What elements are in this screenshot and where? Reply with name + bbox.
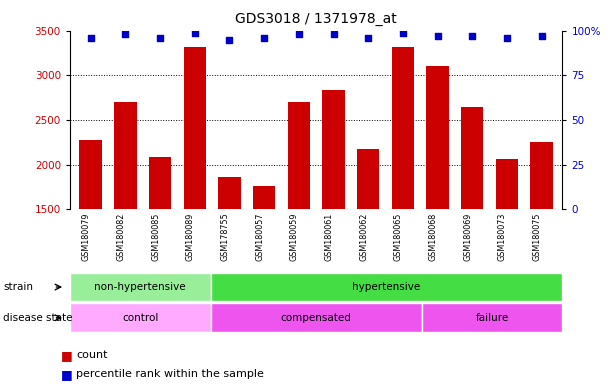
Bar (114, 102, 137, 209)
Bar (530, 142, 553, 209)
Text: percentile rank within the sample: percentile rank within the sample (76, 369, 264, 379)
Text: GSM180069: GSM180069 (463, 212, 472, 261)
Bar (149, 157, 171, 209)
Text: failure: failure (475, 313, 509, 323)
Bar (426, 66, 449, 209)
Bar (392, 47, 414, 209)
Point (86, 35, 95, 41)
Bar (322, 89, 345, 209)
Point (294, 31, 303, 37)
Bar (218, 177, 241, 209)
Bar (210, 273, 562, 301)
Bar (461, 107, 483, 209)
Point (190, 30, 199, 36)
Text: ■: ■ (61, 349, 72, 362)
Text: GSM178755: GSM178755 (221, 212, 229, 261)
Bar (184, 47, 206, 209)
Text: GSM180059: GSM180059 (290, 212, 299, 261)
Bar (80, 140, 102, 209)
Text: strain: strain (3, 282, 33, 292)
Text: GSM180065: GSM180065 (394, 212, 403, 261)
Text: GSM180073: GSM180073 (498, 212, 507, 261)
Point (155, 35, 165, 41)
Text: control: control (122, 313, 159, 323)
Bar (253, 186, 275, 209)
Text: GSM180075: GSM180075 (533, 212, 542, 261)
Bar (210, 303, 422, 332)
Text: compensated: compensated (281, 313, 351, 323)
Text: GSM180079: GSM180079 (81, 212, 91, 261)
Point (537, 33, 547, 39)
Text: GSM180062: GSM180062 (359, 212, 368, 261)
Point (433, 33, 443, 39)
Bar (288, 102, 310, 209)
Text: hypertensive: hypertensive (353, 282, 421, 292)
Text: GSM180082: GSM180082 (116, 212, 125, 261)
Bar (70, 303, 210, 332)
Text: GSM180068: GSM180068 (429, 212, 438, 261)
Point (398, 30, 408, 36)
Text: ■: ■ (61, 368, 72, 381)
Bar (357, 149, 379, 209)
Point (120, 31, 130, 37)
Bar (496, 159, 518, 209)
Text: GSM180085: GSM180085 (151, 212, 160, 261)
Text: disease state: disease state (3, 313, 72, 323)
Point (468, 33, 477, 39)
Bar (70, 273, 210, 301)
Bar (422, 303, 562, 332)
Text: GSM180089: GSM180089 (186, 212, 195, 261)
Text: count: count (76, 350, 108, 360)
Text: GSM180057: GSM180057 (255, 212, 264, 261)
Text: non-hypertensive: non-hypertensive (94, 282, 186, 292)
Point (364, 35, 373, 41)
Point (329, 31, 339, 37)
Point (259, 35, 269, 41)
Point (502, 35, 512, 41)
Point (224, 36, 234, 43)
Text: GSM180061: GSM180061 (325, 212, 334, 261)
Text: GDS3018 / 1371978_at: GDS3018 / 1371978_at (235, 12, 397, 25)
